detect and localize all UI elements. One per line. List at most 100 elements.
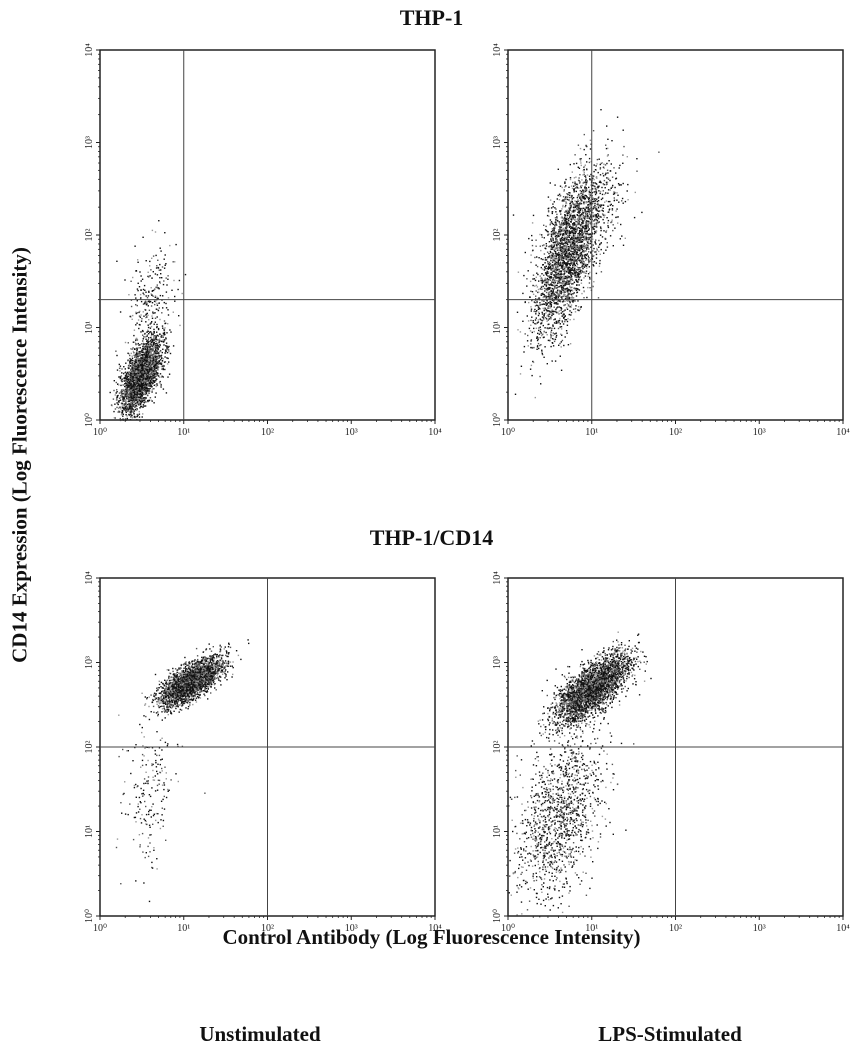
event-dot [552,223,554,226]
event-dot [145,384,148,386]
event-dot [142,406,144,408]
event-dot [559,285,562,287]
event-dot [155,359,158,361]
event-dot [538,291,540,293]
event-dot [604,214,606,216]
event-dot [565,221,567,223]
event-dot [558,255,560,257]
event-dot [555,302,558,304]
event-dot [148,380,151,383]
event-dot [136,372,139,375]
event-dot [155,364,157,367]
event-dot [140,384,142,386]
event-dot [569,205,572,207]
event-dot [145,379,147,381]
event-dot [132,374,134,376]
event-dot [127,378,129,381]
event-dot [547,268,549,270]
event-dot [589,179,591,181]
event-dot [574,308,577,310]
event-dot [544,257,547,259]
event-dot [578,289,581,291]
event-dot [119,417,121,420]
event-dot [134,360,136,362]
event-dot [578,309,580,312]
event-dot [140,371,142,373]
event-dot [574,242,576,244]
event-dot [142,356,144,358]
event-dot [559,247,561,250]
event-dot [156,383,158,385]
event-dot [154,363,156,366]
event-dot [124,341,127,344]
event-dot [135,356,138,358]
event-dot [118,410,120,412]
event-dot [582,271,584,273]
event-dot [148,344,150,347]
event-dot [136,348,138,351]
event-dot [547,295,549,298]
event-dot [596,198,598,200]
event-dot [535,304,538,306]
event-dot [548,310,551,312]
event-dot [541,273,543,275]
event-dot [567,277,569,280]
event-dot [547,280,549,282]
event-dot [165,307,168,309]
event-dot [135,361,138,363]
event-dot [570,261,573,264]
event-dot [131,348,133,350]
event-dot [537,304,539,307]
event-dot [584,228,586,230]
event-dot [539,304,542,306]
event-dot [126,390,128,392]
event-dot [122,418,124,420]
event-dot [561,314,564,317]
event-dot [154,303,156,306]
event-dot [151,341,153,343]
event-dot [573,241,575,244]
event-dot [559,224,562,227]
event-dot [140,396,142,398]
event-dot [144,405,147,407]
event-dot [566,235,568,237]
event-dot [124,400,126,402]
event-dot [583,243,586,245]
event-dot [156,284,158,286]
event-dot [527,270,529,272]
event-dot [145,314,147,316]
event-dot [539,288,542,290]
event-dot [138,416,141,418]
event-dot [136,322,138,324]
event-dot [158,220,160,222]
event-dot [582,222,584,225]
event-dot [543,331,545,333]
event-dot [544,277,546,279]
event-dot [569,264,571,266]
event-dot [135,407,137,410]
event-dot [146,372,148,374]
event-dot [154,365,156,367]
event-dot [552,310,554,312]
event-dot [155,345,157,347]
event-dot [550,301,553,304]
event-dot [555,231,557,233]
event-dot [550,303,552,306]
event-dot [561,288,563,290]
event-dot [564,283,566,285]
event-dot [545,331,547,334]
event-dot [124,409,126,411]
event-dot [135,416,137,418]
event-dot [165,337,167,339]
event-dot [585,176,587,179]
event-dot [563,229,566,232]
event-dot [143,402,145,404]
event-dot [128,385,130,387]
event-dot [577,208,579,211]
event-dot [560,308,563,310]
event-dot [595,191,598,193]
event-dot [553,267,555,270]
event-dot [149,381,151,384]
event-dot [166,345,168,348]
event-dot [131,393,133,396]
